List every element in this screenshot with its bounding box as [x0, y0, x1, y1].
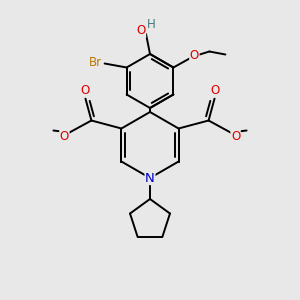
Text: N: N — [145, 172, 155, 184]
Text: O: O — [190, 49, 199, 62]
Text: O: O — [60, 130, 69, 143]
Text: H: H — [147, 17, 155, 31]
Text: O: O — [136, 25, 146, 38]
Text: O: O — [210, 84, 219, 97]
Text: Br: Br — [89, 56, 102, 69]
Text: O: O — [81, 84, 90, 97]
Text: O: O — [231, 130, 240, 143]
